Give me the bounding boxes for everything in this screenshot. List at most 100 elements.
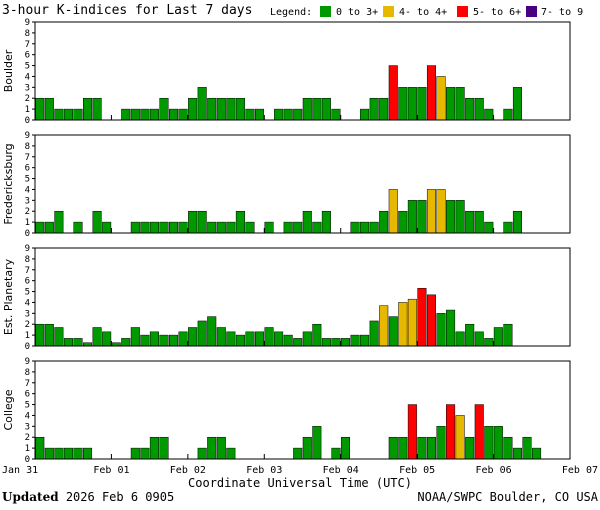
updated-value: 2026 Feb 6 0905	[65, 490, 175, 504]
bar	[35, 436, 45, 460]
y-tick-label: 6	[25, 51, 30, 61]
bar	[426, 189, 437, 234]
legend-swatch-3	[526, 6, 537, 17]
x-tick-label: Feb 05	[399, 465, 435, 476]
bar	[503, 108, 513, 121]
credit-line: NOAA/SWPC Boulder, CO USA	[417, 490, 598, 504]
bar	[149, 108, 159, 121]
bar	[484, 426, 494, 460]
bar	[455, 331, 465, 347]
bar	[455, 87, 465, 121]
bar	[178, 331, 188, 347]
y-tick-label: 5	[25, 175, 30, 185]
bar	[417, 87, 427, 121]
bar	[493, 327, 503, 347]
bar	[312, 97, 322, 121]
panel-frame	[34, 360, 571, 460]
bar	[197, 320, 207, 347]
y-tick-label: 8	[25, 368, 30, 378]
bar	[188, 97, 198, 121]
bar	[379, 210, 389, 234]
y-tick-label: 0	[25, 455, 30, 465]
bar	[54, 447, 64, 460]
bar	[226, 97, 236, 121]
y-tick-label: 2	[25, 207, 30, 217]
bar	[331, 108, 341, 121]
bar	[407, 87, 417, 121]
bar	[254, 331, 265, 347]
y-tick-label: 3	[25, 422, 30, 432]
bar	[532, 447, 542, 460]
x-tick-label: Feb 02	[170, 465, 206, 476]
bar	[398, 87, 408, 121]
x-tick-label: Feb 07	[562, 465, 598, 476]
bar	[340, 436, 351, 460]
bar	[283, 108, 293, 121]
bar	[207, 436, 217, 460]
y-tick-label: 7	[25, 379, 30, 389]
bar	[293, 221, 303, 234]
panel-label: Boulder	[2, 49, 15, 92]
x-tick-label: Feb 01	[93, 465, 129, 476]
bar	[350, 221, 360, 234]
bar	[446, 87, 456, 121]
bar	[283, 221, 293, 234]
bar	[235, 334, 245, 347]
bar	[159, 334, 169, 347]
y-tick-label: 3	[25, 309, 30, 319]
bar	[130, 108, 140, 121]
bar	[130, 221, 140, 234]
bar	[379, 305, 389, 347]
bar	[54, 210, 64, 234]
legend-swatch-1	[383, 6, 394, 17]
bar	[92, 210, 102, 234]
x-tick-labels: Jan 31 Feb 01 Feb 02 Feb 03 Feb 04 Feb 05 Feb …	[2, 465, 598, 476]
bar	[484, 221, 494, 234]
bar	[426, 65, 437, 121]
bar	[465, 436, 475, 460]
bar	[512, 87, 522, 121]
bar	[207, 97, 217, 121]
bar	[92, 327, 102, 347]
y-tick-label: 2	[25, 94, 30, 104]
bar	[331, 447, 341, 460]
bar	[207, 316, 217, 347]
y-tick-label: 8	[25, 142, 30, 152]
bar	[149, 436, 159, 460]
bar	[188, 327, 198, 347]
bar	[369, 97, 379, 121]
y-tick-label: 4	[25, 298, 30, 308]
bar	[388, 316, 398, 347]
bar	[102, 331, 112, 347]
y-tick-label: 5	[25, 401, 30, 411]
bar	[169, 221, 179, 234]
x-tick-label: Feb 06	[476, 465, 512, 476]
bar	[73, 338, 83, 347]
y-tick-label: 1	[25, 218, 30, 228]
y-tick-label: 6	[25, 390, 30, 400]
bar	[369, 320, 379, 347]
bar	[169, 108, 179, 121]
bar	[235, 210, 245, 234]
bar	[522, 436, 532, 460]
bar	[446, 309, 456, 347]
bar	[83, 447, 93, 460]
bar	[159, 221, 169, 234]
panel-label: Est. Planetary	[2, 258, 15, 335]
bar	[102, 221, 112, 234]
bar	[197, 447, 207, 460]
bar	[293, 338, 303, 347]
bar	[178, 221, 188, 234]
legend: 0 to 3+ 4- to 4+ 5- to 6+ 7- to 9	[320, 6, 583, 18]
bar	[44, 221, 54, 234]
bar	[436, 189, 446, 234]
bar	[465, 210, 475, 234]
bar	[398, 436, 408, 460]
bar	[465, 323, 475, 347]
bar	[121, 108, 131, 121]
bar	[197, 87, 207, 121]
y-tick-label: 0	[25, 342, 30, 352]
